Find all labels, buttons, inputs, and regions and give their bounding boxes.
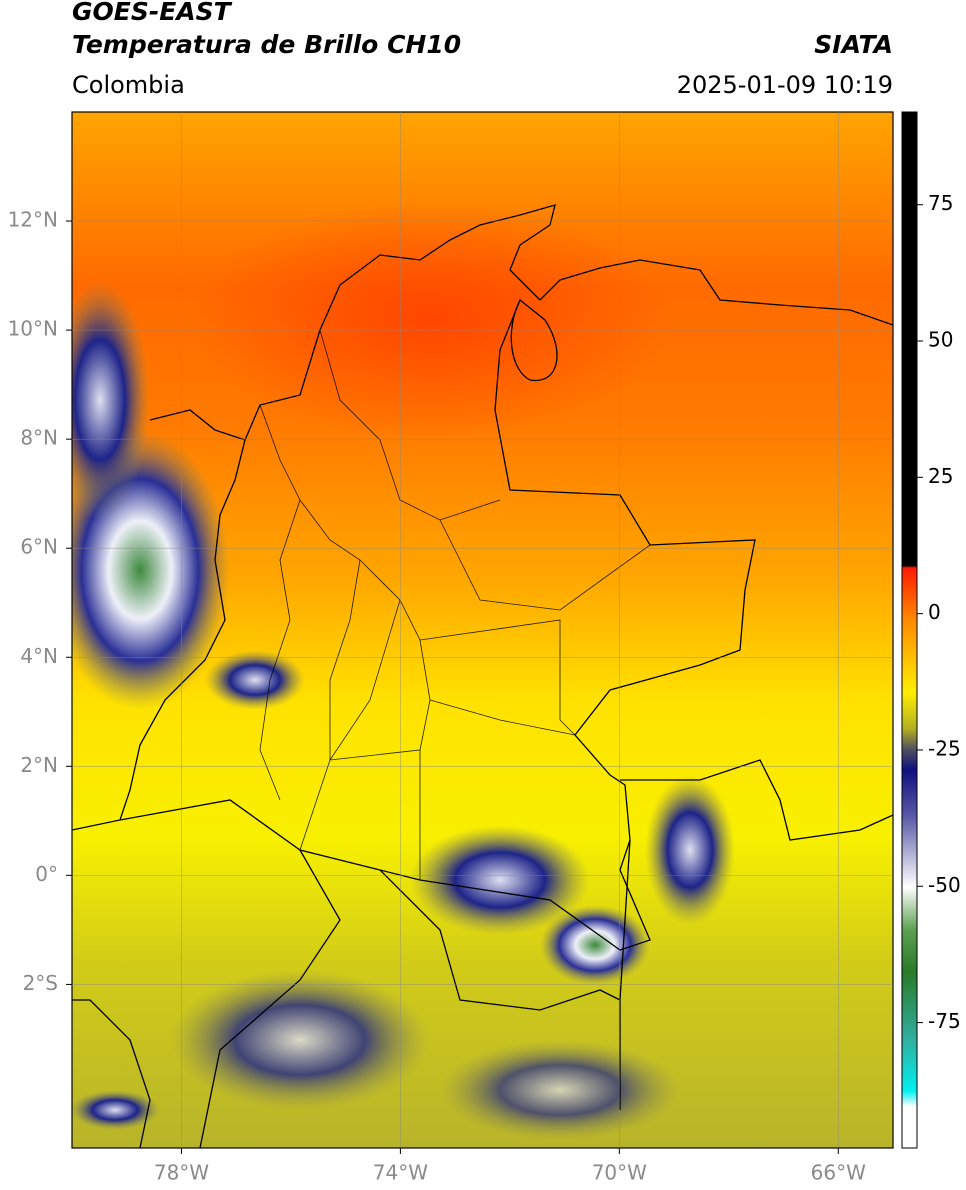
colorbar-tick-label: -25	[928, 736, 961, 760]
colorbar-tick-label: 25	[928, 464, 953, 488]
y-tick-label: 2°N	[20, 753, 58, 777]
region: Colombia	[72, 71, 185, 99]
timestamp: 2025-01-09 10:19	[676, 71, 893, 99]
map-frame	[71, 111, 894, 1149]
colorbar-tick-label: -75	[928, 1009, 961, 1033]
colorbar-tick-label: 0	[928, 600, 941, 624]
y-tick-label: 0°	[35, 862, 58, 886]
satellite-image	[72, 112, 893, 1148]
colorbar-tick-label: -50	[928, 873, 961, 897]
y-tick-label: 4°N	[20, 644, 58, 668]
y-tick-label: 6°N	[20, 535, 58, 559]
subtitle: Temperatura de Brillo CH10	[72, 30, 462, 59]
colorbar	[901, 111, 918, 1149]
y-tick-label: 12°N	[8, 208, 58, 232]
colorbar-tick-label: 75	[928, 191, 953, 215]
y-tick-label: 2°S	[23, 971, 58, 995]
x-tick-label: 70°W	[592, 1161, 647, 1185]
title: GOES-EAST	[72, 0, 231, 26]
coastlines	[72, 204, 893, 1148]
colorbar-tick-label: 50	[928, 328, 953, 352]
y-tick-label: 8°N	[20, 426, 58, 450]
x-tick-label: 74°W	[373, 1161, 428, 1185]
x-tick-label: 78°W	[154, 1161, 209, 1185]
x-tick-label: 66°W	[811, 1161, 866, 1185]
agency: SIATA	[814, 30, 893, 59]
y-tick-label: 10°N	[8, 317, 58, 341]
admin-borders	[259, 329, 651, 880]
